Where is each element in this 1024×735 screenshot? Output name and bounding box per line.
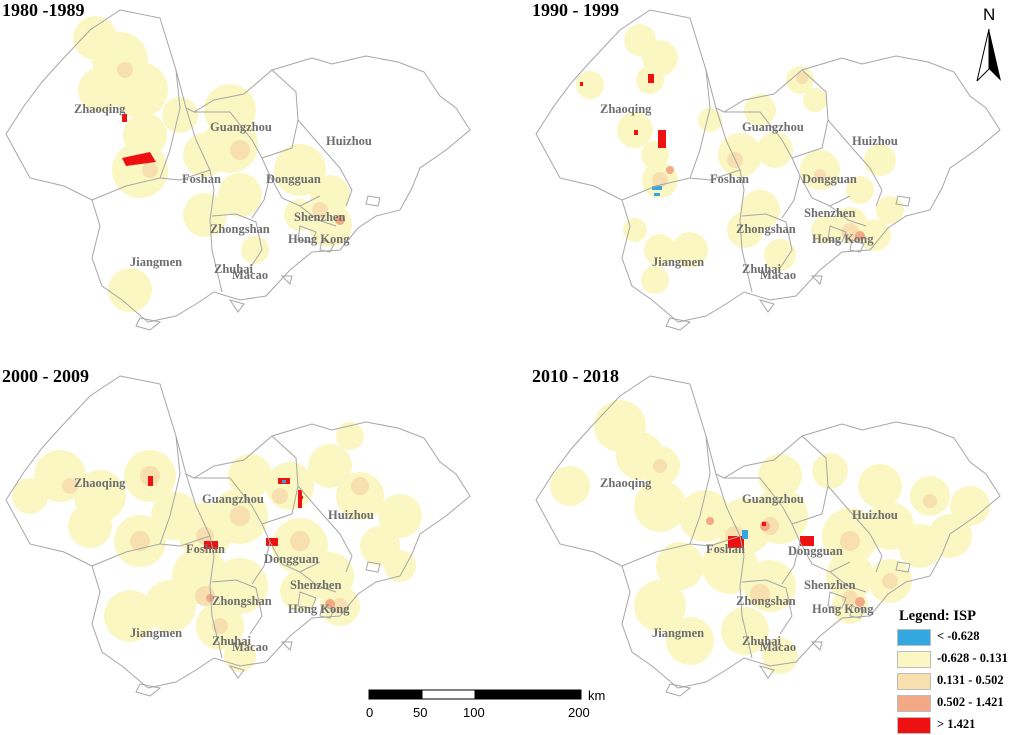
city-label-macao: Macao — [232, 640, 269, 654]
scale-bar: km 0 50 100 200 — [366, 688, 628, 728]
city-label-jiangmen: Jiangmen — [130, 255, 183, 269]
period-title: 1990 - 1999 — [532, 0, 619, 20]
map-panel-2000-2009: 2000 - 2009 Zhaoqing Guangzhou Huizhou F… — [0, 366, 500, 726]
city-label-jiangmen: Jiangmen — [130, 626, 183, 640]
city-label-hong-kong: Hong Kong — [812, 232, 874, 246]
map-panel-2010-2018: 2010 - 2018 Zhaoqing Guangzhou Huizhou F… — [530, 366, 1024, 726]
map-canvas — [5, 375, 471, 697]
legend-label: 0.502 - 1.421 — [937, 695, 1004, 709]
scale-tick-200: 200 — [568, 705, 590, 720]
city-label-guangzhou: Guangzhou — [210, 120, 272, 134]
legend-swatch — [897, 717, 931, 734]
north-arrow-label: N — [983, 5, 996, 24]
city-label-jiangmen: Jiangmen — [652, 255, 705, 269]
legend-label: < -0.628 — [937, 629, 980, 643]
city-label-macao: Macao — [760, 640, 797, 654]
city-label-huizhou: Huizhou — [852, 508, 898, 522]
city-label-zhuhai: Zhuhai — [214, 262, 253, 276]
city-label-zhuhai: Zhuhai — [742, 262, 781, 276]
scale-unit: km — [588, 688, 606, 703]
city-label-shenzhen: Shenzhen — [804, 578, 856, 592]
city-label-shenzhen: Shenzhen — [290, 578, 342, 592]
city-label-shenzhen: Shenzhen — [294, 210, 346, 224]
city-label-hong-kong: Hong Kong — [812, 602, 874, 616]
city-label-hong-kong: Hong Kong — [288, 602, 350, 616]
scale-bar-graphic — [368, 689, 582, 700]
city-label-huizhou: Huizhou — [328, 508, 374, 522]
city-label-zhaoqing: Zhaoqing — [600, 102, 652, 116]
city-label-macao: Macao — [232, 268, 269, 282]
legend-item: > 1.421 — [895, 717, 1023, 735]
city-label-hong-kong: Hong Kong — [288, 232, 350, 246]
city-label-zhongshan: Zhongshan — [210, 222, 270, 236]
legend-swatch — [897, 695, 931, 712]
city-label-dongguan: Dongguan — [264, 552, 319, 566]
city-label-zhuhai: Zhuhai — [742, 634, 781, 648]
city-label-zhongshan: Zhongshan — [736, 222, 796, 236]
city-label-zhaoqing: Zhaoqing — [74, 476, 126, 490]
map-canvas — [5, 9, 471, 331]
city-label-huizhou: Huizhou — [852, 134, 898, 148]
city-label-dongguan: Dongguan — [266, 172, 321, 186]
city-label-jiangmen: Jiangmen — [652, 626, 705, 640]
city-label-zhuhai: Zhuhai — [212, 634, 251, 648]
period-title: 2010 - 2018 — [532, 366, 619, 386]
city-label-foshan: Foshan — [706, 542, 745, 556]
legend-swatch — [897, 629, 931, 646]
city-label-dongguan: Dongguan — [802, 172, 857, 186]
city-label-macao: Macao — [760, 268, 797, 282]
city-label-zhongshan: Zhongshan — [212, 594, 272, 608]
map-panel-1990-1999: 1990 - 1999 Zhaoqing Guangzhou Huizhou F… — [530, 0, 1024, 360]
scale-tick-100: 100 — [463, 705, 485, 720]
city-label-foshan: Foshan — [182, 172, 221, 186]
scale-tick-0: 0 — [366, 705, 374, 720]
legend-item: 0.131 - 0.502 — [895, 673, 1023, 691]
scale-tick-50: 50 — [413, 705, 428, 720]
legend-item: < -0.628 — [895, 629, 1023, 647]
legend-label: -0.628 - 0.131 — [937, 651, 1008, 665]
city-label-guangzhou: Guangzhou — [742, 492, 804, 506]
legend-swatch — [897, 673, 931, 690]
city-label-foshan: Foshan — [710, 172, 749, 186]
legend-label: > 1.421 — [937, 717, 976, 731]
legend-item: 0.502 - 1.421 — [895, 695, 1023, 713]
city-label-zhaoqing: Zhaoqing — [600, 476, 652, 490]
map-panel-1980-1989: 1980 -1989 Zhaoqing Guangzhou Huizhou Fo… — [0, 0, 500, 360]
north-arrow: N — [975, 5, 1015, 81]
legend: Legend: ISP < -0.628 -0.628 - 0.131 0.13… — [895, 608, 1023, 734]
legend-item: -0.628 - 0.131 — [895, 651, 1023, 669]
city-label-shenzhen: Shenzhen — [804, 206, 856, 220]
legend-label: 0.131 - 0.502 — [937, 673, 1004, 687]
legend-title: Legend: ISP — [899, 608, 976, 624]
map-canvas — [535, 375, 1001, 697]
city-label-zhongshan: Zhongshan — [736, 594, 796, 608]
city-label-dongguan: Dongguan — [788, 544, 843, 558]
north-arrow-icon — [976, 28, 1001, 81]
period-title: 1980 -1989 — [2, 0, 85, 20]
city-label-guangzhou: Guangzhou — [202, 492, 264, 506]
legend-swatch — [897, 651, 931, 668]
city-label-huizhou: Huizhou — [326, 134, 372, 148]
city-label-zhaoqing: Zhaoqing — [74, 102, 126, 116]
city-label-guangzhou: Guangzhou — [742, 120, 804, 134]
map-canvas — [535, 9, 1001, 331]
period-title: 2000 - 2009 — [2, 366, 89, 386]
city-label-foshan: Foshan — [186, 542, 225, 556]
